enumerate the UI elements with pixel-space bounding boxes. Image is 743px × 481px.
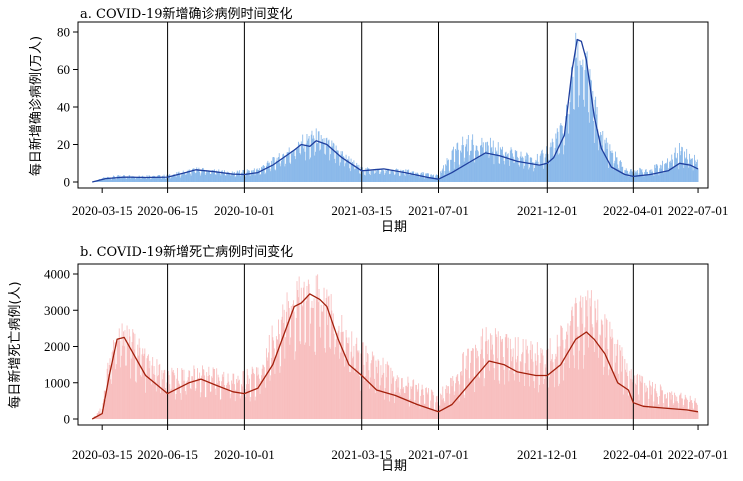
x-tick-label: 2021-07-01 (408, 203, 469, 218)
x-tick-label: 2022-04-01 (603, 203, 664, 218)
x-tick-label: 2020-10-01 (214, 203, 275, 218)
x-tick-label: 2020-03-15 (72, 203, 133, 218)
y-tick-label: 0 (64, 175, 71, 190)
x-tick-label: 2022-04-01 (603, 447, 664, 462)
y-tick-label: 4000 (44, 267, 70, 282)
panel-b-axes: 0 1000 2000 3000 4000 2020-03-15 2020-06-15 202… (44, 263, 729, 462)
plot-frame (77, 21, 709, 189)
panel-a-ylabel: 每日新增确诊病例(万人) (28, 36, 44, 176)
x-tick-label: 2020-06-15 (137, 203, 198, 218)
panel-b-line (91, 293, 699, 420)
x-tick-label: 2021-03-15 (331, 203, 392, 218)
panel-a-vlines (167, 22, 634, 188)
x-tick-label: 2020-06-15 (137, 447, 198, 462)
y-tick-label: 3000 (44, 303, 70, 318)
panel-b: b. COVID-19新增死亡病例时间变化 0 1000 2000 3000 4000 2… (7, 244, 728, 474)
panel-a: a. COVID-19新增确诊病例时间变化 0 20 40 60 80 2020-03-1… (28, 6, 728, 235)
x-tick-label: 2022-07-01 (668, 447, 729, 462)
x-tick-label: 2021-12-01 (517, 203, 578, 218)
panel-a-axes: 0 20 40 60 80 2020-03-15 2020-06-15 2020-10-01 2… (57, 21, 729, 218)
y-tick-label: 80 (57, 25, 70, 40)
y-tick-label: 60 (57, 62, 70, 77)
x-tick-label: 2021-07-01 (408, 447, 469, 462)
x-tick-label: 2020-10-01 (214, 447, 275, 462)
panel-b-vlines (167, 264, 634, 425)
series-line (92, 38, 699, 183)
x-tick-label: 2021-03-15 (331, 447, 392, 462)
y-tick-label: 2000 (44, 339, 70, 354)
panel-a-bars (92, 32, 699, 182)
x-tick-label: 2021-12-01 (517, 447, 578, 462)
y-tick-label: 0 (64, 412, 71, 427)
y-tick-label: 1000 (44, 375, 70, 390)
panel-b-xlabel: 日期 (381, 459, 407, 474)
series-line (91, 293, 699, 420)
panel-a-xlabel: 日期 (381, 220, 407, 235)
plot-frame (77, 263, 709, 426)
panel-a-line (92, 38, 699, 183)
y-tick-label: 20 (57, 137, 70, 152)
x-tick-label: 2020-03-15 (72, 447, 133, 462)
panel-b-bars (92, 274, 699, 419)
panel-b-ylabel: 每日新增死亡病例(人) (7, 281, 23, 408)
y-tick-label: 40 (57, 100, 70, 115)
panel-b-title: b. COVID-19新增死亡病例时间变化 (80, 244, 293, 260)
x-tick-label: 2022-07-01 (668, 203, 729, 218)
panel-a-title: a. COVID-19新增确诊病例时间变化 (80, 6, 293, 22)
